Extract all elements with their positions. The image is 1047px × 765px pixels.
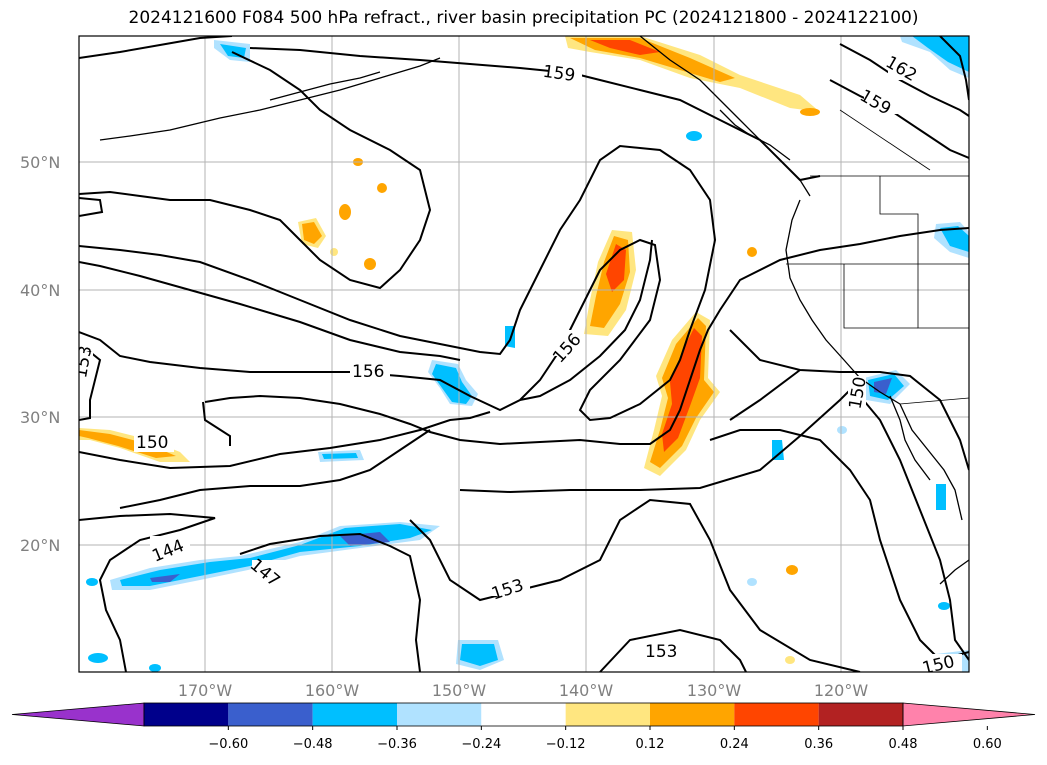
- colorbar-swatch: [144, 703, 229, 726]
- colorbar-swatch: [228, 703, 313, 726]
- colorbar-swatch: [481, 703, 566, 726]
- lat-label: 20°N: [20, 536, 60, 555]
- contour-label: 156: [352, 362, 384, 382]
- colorbar-tick-label: 0.12: [636, 737, 665, 752]
- colorbar-extend-high: [902, 702, 1036, 727]
- colorbar-swatch: [650, 703, 735, 726]
- borders: [786, 109, 969, 405]
- height-contours: [79, 36, 969, 672]
- colorbar-tick-label: 0.36: [804, 737, 833, 752]
- colorbar-swatch: [565, 703, 650, 726]
- map-title: 2024121600 F084 500 hPa refract., river …: [128, 8, 919, 28]
- colorbar-tick-label: 0.24: [720, 737, 749, 752]
- contour-label: 159: [541, 62, 576, 86]
- precip-negative-areas: [86, 36, 969, 672]
- colorbar-tick-label: −0.36: [377, 737, 417, 752]
- colorbar: −0.60 −0.48 −0.36 −0.24 −0.12 0.12 0.24 0.36 0.4…: [11, 702, 1036, 752]
- lat-label: 30°N: [20, 408, 60, 427]
- colorbar-tick-label: 0.48: [889, 737, 918, 752]
- lon-label: 150°W: [432, 681, 487, 700]
- colorbar-tick-label: −0.60: [208, 737, 248, 752]
- colorbar-tick-label: −0.12: [546, 737, 586, 752]
- lon-label: 160°W: [305, 681, 360, 700]
- longitude-labels: 170°W 160°W 150°W 140°W 130°W 120°W: [178, 681, 869, 700]
- colorbar-tick-label: −0.24: [461, 737, 501, 752]
- colorbar-swatch: [734, 703, 819, 726]
- lon-label: 130°W: [687, 681, 742, 700]
- contour-label: 153: [71, 344, 96, 379]
- lon-label: 170°W: [178, 681, 233, 700]
- contour-label: 153: [645, 642, 677, 662]
- colorbar-swatch: [312, 703, 397, 726]
- colorbar-swatch: [397, 703, 482, 726]
- lon-label: 140°W: [559, 681, 614, 700]
- gridlines: [79, 36, 969, 672]
- contour-label: 150: [136, 433, 168, 453]
- colorbar-tick-label: 0.60: [973, 737, 1002, 752]
- colorbar-extend-low: [11, 702, 145, 727]
- contour-labels: 159 162 159 156 156 153 150 150 144 147 …: [71, 52, 962, 679]
- map-frame: [78, 35, 970, 673]
- lon-label: 120°W: [814, 681, 869, 700]
- colorbar-tick-label: −0.48: [293, 737, 333, 752]
- colorbar-swatch: [818, 703, 903, 726]
- lat-label: 40°N: [20, 281, 60, 300]
- map-panel: 159 162 159 156 156 153 150 150 144 147 …: [71, 36, 969, 679]
- lat-label: 50°N: [20, 153, 60, 172]
- contour-label: 150: [920, 652, 956, 679]
- latitude-labels: 50°N 40°N 30°N 20°N: [20, 153, 60, 555]
- colorbar-frame: [143, 702, 904, 727]
